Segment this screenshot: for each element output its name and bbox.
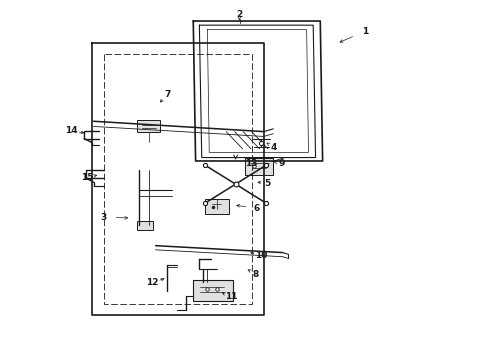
Text: 11: 11 xyxy=(224,292,237,301)
Text: 2: 2 xyxy=(236,10,243,19)
Text: 7: 7 xyxy=(164,90,171,99)
Text: 12: 12 xyxy=(146,279,158,288)
Text: 13: 13 xyxy=(245,159,258,168)
Text: 4: 4 xyxy=(271,143,277,152)
Text: 5: 5 xyxy=(265,179,270,188)
Bar xyxy=(137,120,160,132)
Text: 9: 9 xyxy=(278,159,284,168)
Bar xyxy=(137,221,153,230)
Bar xyxy=(193,280,233,301)
Text: 15: 15 xyxy=(81,173,94,182)
Text: 1: 1 xyxy=(362,27,368,36)
Bar xyxy=(245,158,273,175)
Text: 14: 14 xyxy=(65,126,77,135)
Text: 10: 10 xyxy=(255,251,268,260)
Text: 6: 6 xyxy=(254,204,260,213)
Bar xyxy=(205,199,228,214)
Text: 3: 3 xyxy=(101,213,107,222)
Text: 8: 8 xyxy=(253,270,259,279)
